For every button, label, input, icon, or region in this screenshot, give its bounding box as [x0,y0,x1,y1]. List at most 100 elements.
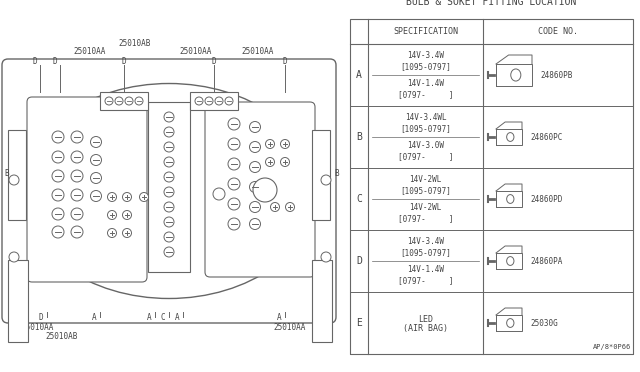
Circle shape [115,97,123,105]
Text: AP/8*0P66: AP/8*0P66 [593,344,631,350]
Circle shape [228,138,240,150]
Circle shape [321,175,331,185]
Ellipse shape [507,257,514,265]
Text: BULB & SOKET FITTING LOCATION: BULB & SOKET FITTING LOCATION [406,0,577,7]
Circle shape [164,172,174,182]
Circle shape [164,247,174,257]
Text: D: D [122,57,126,66]
Circle shape [9,175,19,185]
Circle shape [108,211,116,219]
Bar [496,253,522,269]
Circle shape [140,192,148,202]
Circle shape [71,131,83,143]
Circle shape [250,218,260,230]
Circle shape [52,189,64,201]
Circle shape [108,192,116,202]
Text: 24860PD: 24860PD [530,195,563,203]
Circle shape [228,118,240,130]
Text: D: D [283,57,287,66]
Text: 24860PB: 24860PB [540,71,572,80]
Circle shape [266,157,275,167]
Circle shape [164,112,174,122]
Bar [312,130,330,220]
Text: 25010AB: 25010AB [46,332,78,341]
Bar [496,191,522,207]
Text: [0797-     ]: [0797- ] [397,152,453,161]
Text: SPECIFICATION: SPECIFICATION [393,27,458,36]
Text: 14V-1.4W: 14V-1.4W [407,79,444,88]
Text: 25030G: 25030G [530,318,557,327]
Text: A: A [92,313,96,322]
Circle shape [52,151,64,163]
Bar [100,92,148,110]
Text: E: E [20,313,24,322]
Text: D: D [38,313,44,322]
Circle shape [122,192,131,202]
Circle shape [71,226,83,238]
Text: LED: LED [418,314,433,324]
Circle shape [164,127,174,137]
Circle shape [164,157,174,167]
Circle shape [71,208,83,220]
Bar [312,260,332,342]
Circle shape [250,122,260,132]
Text: 14V-3.0W: 14V-3.0W [407,141,444,150]
Text: 25010AA: 25010AA [180,47,212,56]
Text: 25010AA: 25010AA [274,323,306,332]
Circle shape [250,202,260,212]
Circle shape [90,154,102,166]
Text: 25010AA: 25010AA [74,47,106,56]
FancyBboxPatch shape [2,59,336,323]
Text: A: A [175,313,179,322]
Bar [8,130,26,220]
Circle shape [52,131,64,143]
Circle shape [164,217,174,227]
Circle shape [164,187,174,197]
Circle shape [122,228,131,237]
Text: 25010AA: 25010AA [22,323,54,332]
Circle shape [215,97,223,105]
Text: 14V-3.4W: 14V-3.4W [407,237,444,246]
Bar [496,315,522,331]
Circle shape [280,140,289,148]
Text: [0797-     ]: [0797- ] [397,276,453,285]
Text: [1095-0797]: [1095-0797] [400,124,451,133]
Circle shape [225,97,233,105]
Text: [0797-     ]: [0797- ] [397,214,453,223]
Text: B: B [334,170,339,179]
Circle shape [164,202,174,212]
Circle shape [135,97,143,105]
Ellipse shape [507,318,514,327]
Circle shape [71,170,83,182]
Text: A: A [147,313,151,322]
Text: D: D [356,256,362,266]
Text: CODE NO.: CODE NO. [538,27,578,36]
Text: 25010AA: 25010AA [242,47,274,56]
Text: 14V-3.4W: 14V-3.4W [407,51,444,60]
Circle shape [228,218,240,230]
Circle shape [205,97,213,105]
Bar [190,92,238,110]
Text: B: B [4,170,8,179]
Text: 14V-2WL: 14V-2WL [410,203,442,212]
Circle shape [250,182,260,192]
Circle shape [250,161,260,173]
Circle shape [213,188,225,200]
Bar [496,64,532,86]
Ellipse shape [511,69,521,81]
Circle shape [125,97,133,105]
Circle shape [71,189,83,201]
Bar [8,260,28,342]
Text: 24860PA: 24860PA [530,257,563,266]
Circle shape [52,170,64,182]
Circle shape [228,198,240,210]
Circle shape [195,97,203,105]
Text: [1095-0797]: [1095-0797] [400,186,451,195]
Text: A: A [276,313,282,322]
Text: [1095-0797]: [1095-0797] [400,62,451,71]
Circle shape [321,252,331,262]
Bar [148,102,190,272]
Text: C: C [356,194,362,204]
Bar [496,129,522,145]
Circle shape [9,252,19,262]
